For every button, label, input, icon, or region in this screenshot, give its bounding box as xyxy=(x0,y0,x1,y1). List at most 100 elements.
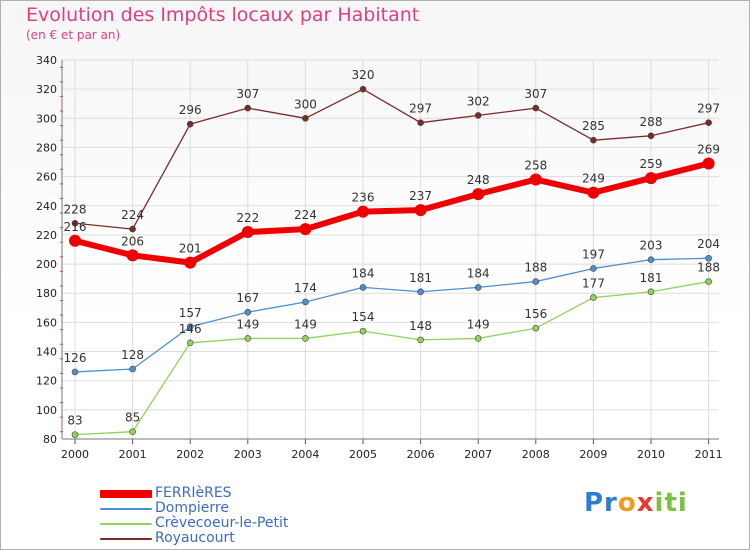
y-tick-label-100: 100 xyxy=(36,404,57,417)
data-point-royaucourt-2009 xyxy=(590,136,597,144)
x-tick-label-2001: 2001 xyxy=(119,448,147,461)
data-point-royaucourt-2003 xyxy=(244,104,252,112)
series-line-ferri-res xyxy=(72,160,712,266)
logo-part-1: Pr xyxy=(584,488,618,518)
data-point-cr-vecoeur-le-petit-2003 xyxy=(244,335,252,342)
y-tick-label-80: 80 xyxy=(43,433,57,446)
data-label-dompierre-2010: 203 xyxy=(640,239,663,253)
data-point-cr-vecoeur-le-petit-2004 xyxy=(302,335,309,342)
data-point-cr-vecoeur-le-petit-2007 xyxy=(474,335,482,342)
y-tick-label-300: 300 xyxy=(36,112,57,125)
data-label-ferri-res-2003: 222 xyxy=(236,211,259,225)
data-point-ferri-res-2007 xyxy=(472,188,485,201)
data-label-royaucourt-2007: 302 xyxy=(467,94,490,108)
data-label-royaucourt-2005: 320 xyxy=(352,68,375,82)
data-point-dompierre-2005 xyxy=(359,284,367,291)
data-point-royaucourt-2004 xyxy=(302,115,309,122)
data-point-dompierre-2009 xyxy=(590,265,597,272)
data-label-dompierre-2005: 184 xyxy=(352,266,375,280)
data-label-ferri-res-2007: 248 xyxy=(467,173,490,187)
logo-part-3: x xyxy=(636,488,655,518)
data-label-royaucourt-2008: 307 xyxy=(524,87,547,101)
data-point-royaucourt-2000 xyxy=(71,219,79,227)
data-label-ferri-res-2008: 258 xyxy=(524,159,547,173)
data-point-royaucourt-2002 xyxy=(186,120,194,128)
legend-swatch-royaucourt xyxy=(100,537,152,540)
data-label-dompierre-2003: 167 xyxy=(236,291,259,305)
x-tick-label-2011: 2011 xyxy=(695,448,723,461)
logo-part-2: o xyxy=(617,488,637,518)
data-point-dompierre-2010 xyxy=(647,256,655,264)
data-point-ferri-res-2005 xyxy=(357,205,369,218)
data-point-ferri-res-2008 xyxy=(529,173,542,186)
data-point-ferri-res-2002 xyxy=(184,256,197,269)
data-point-ferri-res-2001 xyxy=(126,249,139,262)
data-point-cr-vecoeur-le-petit-2010 xyxy=(647,288,655,296)
data-label-ferri-res-2009: 249 xyxy=(582,172,605,186)
data-label-ferri-res-2000: 216 xyxy=(64,220,87,234)
y-tick-label-200: 200 xyxy=(36,258,57,271)
data-label-cr-vecoeur-le-petit-2001: 85 xyxy=(125,411,140,425)
data-point-ferri-res-2004 xyxy=(299,223,312,236)
legend-swatch-crevecoeur xyxy=(100,522,152,525)
data-point-dompierre-2000 xyxy=(71,368,79,376)
data-label-cr-vecoeur-le-petit-2007: 149 xyxy=(467,317,490,331)
data-point-royaucourt-2001 xyxy=(129,225,136,233)
chart-subtitle: (en € et par an) xyxy=(26,28,121,42)
proxiti-logo: Proxiti xyxy=(584,488,688,518)
data-label-royaucourt-2002: 296 xyxy=(179,103,202,117)
data-label-cr-vecoeur-le-petit-2009: 177 xyxy=(582,277,605,291)
x-tick-label-2007: 2007 xyxy=(464,448,492,461)
data-label-dompierre-2009: 197 xyxy=(582,247,605,261)
data-point-cr-vecoeur-le-petit-2001 xyxy=(129,428,136,436)
data-label-cr-vecoeur-le-petit-2005: 154 xyxy=(352,310,375,324)
data-point-dompierre-2002 xyxy=(186,323,194,331)
data-label-royaucourt-2000: 228 xyxy=(64,202,87,216)
y-tick-label-320: 320 xyxy=(36,83,57,96)
data-point-dompierre-2006 xyxy=(417,288,424,296)
data-label-ferri-res-2002: 201 xyxy=(179,242,202,256)
data-point-ferri-res-2006 xyxy=(414,204,427,217)
data-point-royaucourt-2008 xyxy=(532,104,540,112)
x-tick-label-2009: 2009 xyxy=(579,448,607,461)
data-point-dompierre-2004 xyxy=(302,298,309,306)
data-point-cr-vecoeur-le-petit-2011 xyxy=(705,278,712,285)
data-label-ferri-res-2010: 259 xyxy=(640,157,663,171)
data-label-cr-vecoeur-le-petit-2010: 181 xyxy=(640,271,663,285)
x-tick-label-2003: 2003 xyxy=(234,448,262,461)
data-point-royaucourt-2011 xyxy=(705,119,712,126)
chart-title: Evolution des Impôts locaux par Habitant xyxy=(26,4,420,26)
data-point-ferri-res-2003 xyxy=(241,226,254,239)
y-tick-label-340: 340 xyxy=(36,54,57,67)
data-label-royaucourt-2001: 224 xyxy=(121,208,144,222)
data-point-cr-vecoeur-le-petit-2008 xyxy=(532,324,540,332)
x-tick-label-2002: 2002 xyxy=(176,448,204,461)
data-label-dompierre-2011: 204 xyxy=(697,237,720,251)
data-point-dompierre-2008 xyxy=(532,278,540,285)
data-point-ferri-res-2000 xyxy=(69,234,81,247)
data-point-ferri-res-2010 xyxy=(645,172,657,185)
data-label-dompierre-2007: 184 xyxy=(467,266,490,280)
x-tick-label-2005: 2005 xyxy=(349,448,377,461)
data-point-dompierre-2007 xyxy=(474,284,482,291)
data-label-dompierre-2004: 174 xyxy=(294,281,317,295)
data-label-royaucourt-2009: 285 xyxy=(582,119,605,133)
x-tick-label-2000: 2000 xyxy=(61,448,89,461)
data-label-ferri-res-2006: 237 xyxy=(409,189,432,203)
data-point-dompierre-2003 xyxy=(244,308,252,316)
data-label-cr-vecoeur-le-petit-2003: 149 xyxy=(236,317,259,331)
x-tick-label-2010: 2010 xyxy=(637,448,665,461)
legend-label-ferrieres: FERRIèRES xyxy=(155,485,232,501)
data-point-ferri-res-2009 xyxy=(587,186,600,199)
data-point-dompierre-2001 xyxy=(129,365,136,373)
data-point-royaucourt-2005 xyxy=(359,85,367,93)
data-point-cr-vecoeur-le-petit-2006 xyxy=(417,336,424,344)
y-tick-label-160: 160 xyxy=(36,316,57,329)
series-line-royaucourt xyxy=(74,88,710,230)
data-label-dompierre-2000: 126 xyxy=(64,351,87,365)
data-label-royaucourt-2010: 288 xyxy=(640,115,663,129)
data-point-royaucourt-2007 xyxy=(474,112,482,119)
data-label-cr-vecoeur-le-petit-2011: 188 xyxy=(697,261,720,275)
